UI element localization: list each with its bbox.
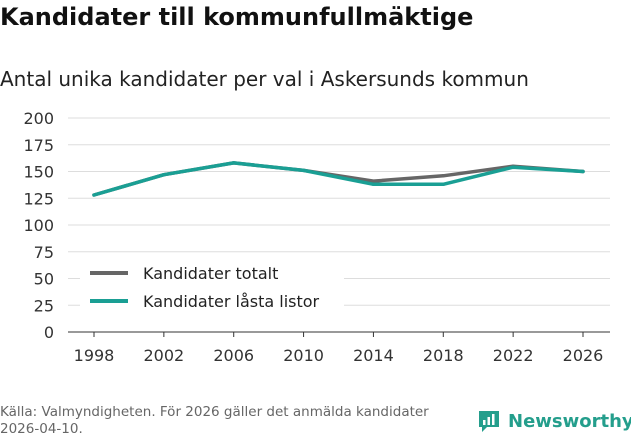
y-axis-ticks: 0 25 50 75 100 125 150 175 200 xyxy=(23,109,54,342)
y-tick-label: 75 xyxy=(34,243,54,262)
y-tick-label: 125 xyxy=(23,189,54,208)
legend-label: Kandidater låsta listor xyxy=(143,292,320,311)
x-tick-label: 1998 xyxy=(74,346,115,365)
line-chart: 0 25 50 75 100 125 150 175 200 1998 2002 2006 2010 2… xyxy=(23,109,610,365)
chart-subtitle: Antal unika kandidater per val i Askersu… xyxy=(0,67,529,91)
source-note: Källa: Valmyndigheten. För 2026 gäller d… xyxy=(0,404,429,437)
x-tick-label: 2022 xyxy=(493,346,534,365)
x-tick-label: 2018 xyxy=(423,346,464,365)
gridlines xyxy=(68,117,610,306)
data-point xyxy=(92,193,96,197)
data-point xyxy=(371,179,376,183)
data-point xyxy=(441,174,445,178)
newsworthy-logo-icon xyxy=(479,411,499,432)
y-tick-label: 0 xyxy=(44,323,54,342)
data-point xyxy=(232,161,236,165)
series-line-2 xyxy=(92,161,585,197)
brand-name: Newsworthy xyxy=(508,410,631,432)
brand-logo[interactable]: Newsworthy xyxy=(476,408,631,434)
x-tick-label: 2002 xyxy=(143,346,184,365)
data-point xyxy=(511,165,515,169)
legend: Kandidater totalt Kandidater låsta listor xyxy=(80,259,344,319)
chart-title: Kandidater till kommunfullmäktige xyxy=(0,3,474,31)
series-lines xyxy=(92,161,585,197)
y-tick-label: 50 xyxy=(34,270,54,289)
data-point xyxy=(162,173,166,177)
y-tick-label: 150 xyxy=(23,163,54,182)
x-tick-label: 2006 xyxy=(213,346,254,365)
data-point xyxy=(301,168,306,173)
x-tick-label: 2026 xyxy=(563,346,604,365)
data-point xyxy=(581,169,585,174)
y-tick-label: 200 xyxy=(23,109,54,128)
x-tick-label: 2014 xyxy=(353,346,394,365)
x-tick-label: 2010 xyxy=(283,346,324,365)
x-axis: 1998 2002 2006 2010 2014 2018 2022 2026 xyxy=(68,331,610,365)
legend-label: Kandidater totalt xyxy=(143,264,278,283)
data-point xyxy=(441,182,445,186)
y-tick-label: 25 xyxy=(34,296,54,315)
y-tick-label: 100 xyxy=(23,216,54,235)
data-point xyxy=(371,182,376,186)
legend-background xyxy=(80,259,344,319)
y-tick-label: 175 xyxy=(23,136,54,155)
